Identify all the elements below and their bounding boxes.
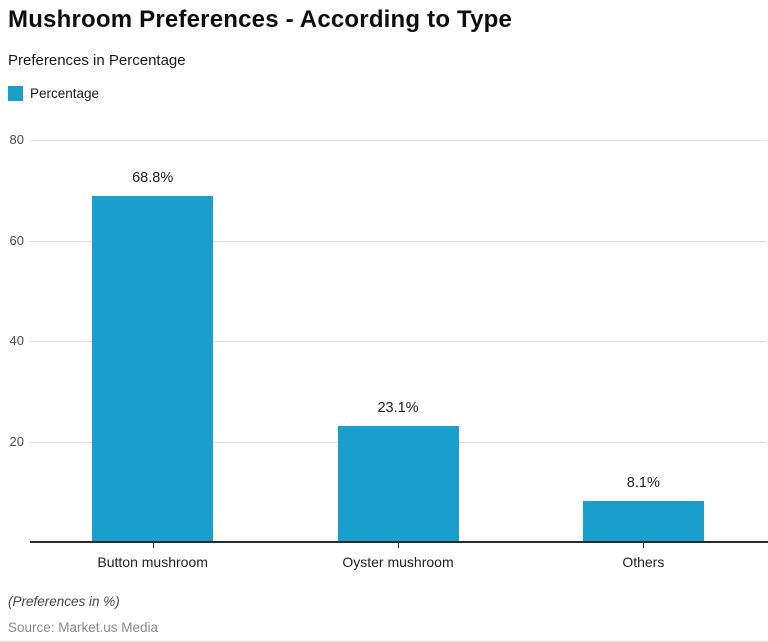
x-axis-line — [30, 541, 768, 543]
y-tick-label: 20 — [9, 433, 24, 449]
gridline — [30, 341, 766, 342]
legend-label: Percentage — [30, 86, 100, 101]
bar — [92, 196, 214, 541]
legend-item-percentage[interactable]: Percentage — [8, 86, 99, 101]
x-tick-label: Oyster mushroom — [342, 554, 454, 570]
y-tick-label: 60 — [9, 232, 24, 248]
axis-tick — [643, 543, 645, 548]
x-tick-label: Others — [622, 554, 665, 570]
x-tick-label: Button mushroom — [97, 554, 208, 570]
y-tick-label: 80 — [9, 132, 24, 147]
bar-value-label: 23.1% — [377, 399, 419, 416]
bar-value-label: 8.1% — [626, 475, 660, 492]
gridline — [30, 240, 766, 242]
footer-source: Source: Market.us Media — [8, 620, 159, 635]
footer-note: (Preferences in %) — [8, 594, 120, 609]
chart-title: Mushroom Preferences - According to Type — [8, 6, 513, 33]
chart-subtitle: Preferences in Percentage — [8, 52, 186, 69]
bar-value-label: 68.8% — [132, 170, 174, 187]
gridline — [30, 140, 766, 141]
bar — [582, 501, 704, 541]
axis-tick — [152, 543, 154, 548]
y-tick-label: 40 — [9, 333, 24, 348]
bar — [337, 425, 459, 541]
axis-tick — [398, 543, 399, 548]
legend-swatch-icon — [8, 86, 23, 101]
